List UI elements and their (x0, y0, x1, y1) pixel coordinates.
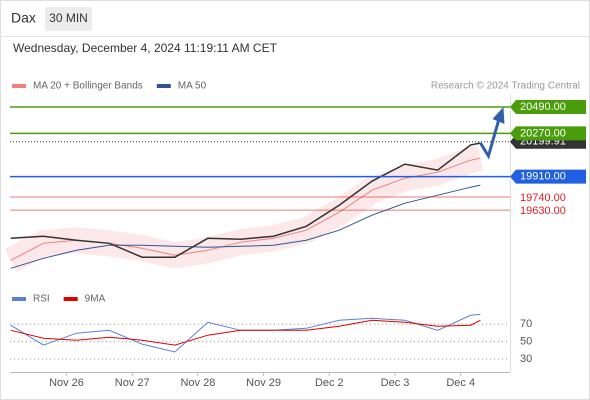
credit: Research © 2024 Trading Central (431, 81, 580, 92)
legend-label: RSI (33, 294, 50, 305)
interval-label[interactable]: 30 MIN (49, 11, 88, 25)
series-line (10, 319, 481, 346)
level-label: 20270.00 (520, 127, 566, 139)
legend-label: MA 20 + Bollinger Bands (33, 81, 143, 92)
x-tick-label: Nov 29 (246, 377, 281, 389)
legend-label: 9MA (85, 294, 106, 305)
legend-swatch (156, 84, 171, 88)
x-tick-label: Dec 3 (381, 377, 410, 389)
level-tag (510, 126, 586, 141)
level-label: 19630.00 (520, 205, 566, 217)
x-tick-label: Nov 28 (180, 377, 215, 389)
x-tick-label: Nov 26 (49, 377, 84, 389)
legend-swatch (63, 297, 78, 301)
legend-swatch (12, 297, 26, 301)
level-label: 19740.00 (520, 192, 566, 204)
y-tick-label: 50 (520, 336, 532, 348)
legend-swatch (12, 84, 26, 88)
level-tag (510, 100, 586, 114)
series-line (10, 184, 481, 269)
price-line (10, 142, 481, 258)
legend-label: MA 50 (178, 81, 207, 92)
level-tag (510, 169, 586, 184)
x-tick-label: Nov 27 (115, 377, 150, 389)
y-tick-label: 70 (520, 318, 532, 330)
y-tick-label: 30 (520, 353, 532, 365)
datetime: Wednesday, December 4, 2024 11:19:11 AM … (13, 41, 278, 55)
symbol: Dax (11, 10, 36, 26)
projection-arrow (479, 120, 500, 160)
x-tick-label: Dec 2 (315, 377, 344, 389)
level-label: 20490.00 (520, 101, 566, 113)
level-label: 19910.00 (520, 171, 566, 183)
projection-arrowhead (492, 107, 505, 124)
x-tick-label: Dec 4 (446, 377, 475, 389)
interval-button[interactable] (45, 7, 92, 31)
